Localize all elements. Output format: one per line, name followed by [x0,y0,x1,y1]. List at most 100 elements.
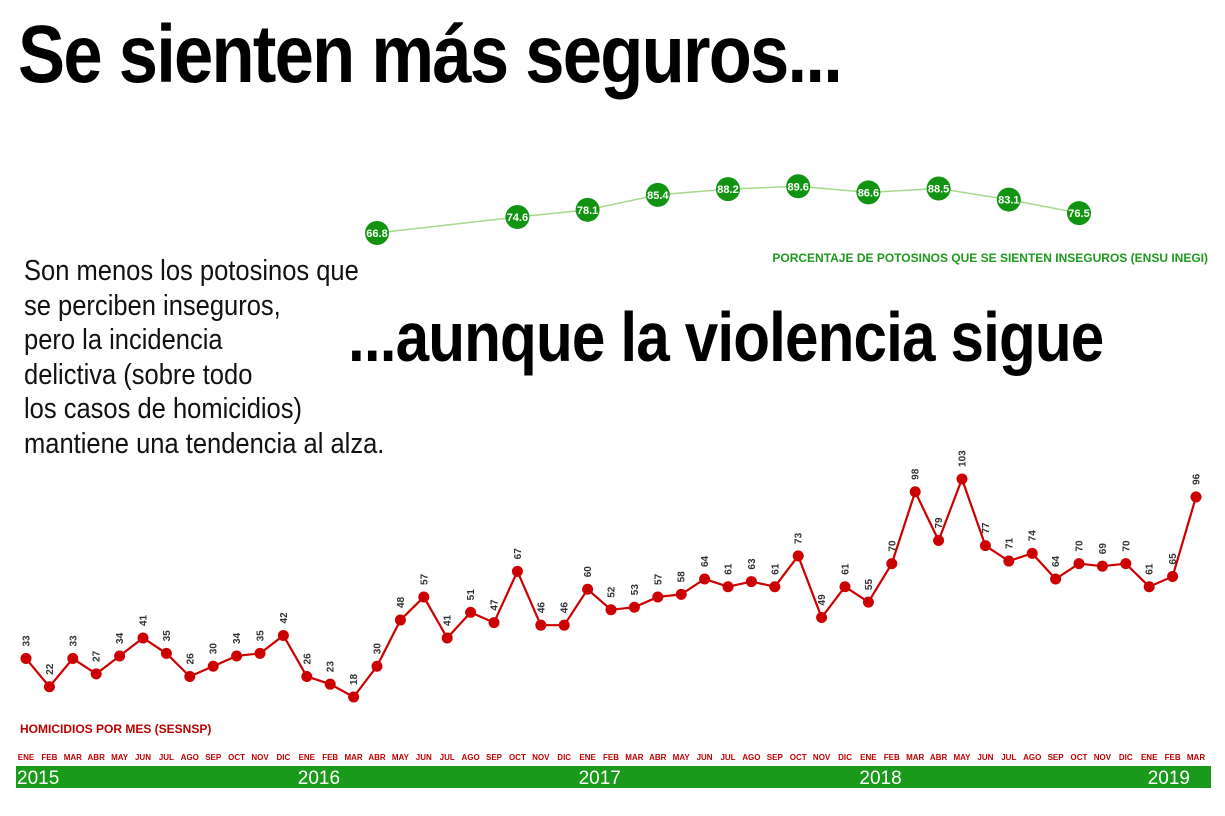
month-tick-label: JUL [440,753,455,762]
homicidios-point [231,650,243,662]
homicidios-point [277,629,289,641]
year-label: 2017 [579,768,621,789]
year-axis: 2015 2016 2017 2018 2019 [17,768,1190,789]
homicidios-point [722,581,734,593]
homicidios-label: 98 [911,468,922,480]
homicidios-label: 61 [724,563,735,575]
month-tick-label: ABR [88,753,106,762]
homicidios-label: 23 [326,661,337,673]
homicidios-point [348,691,360,703]
homicidios-point [839,581,851,593]
month-tick-label: JUL [159,753,174,762]
homicidios-label: 46 [536,602,547,614]
homicidios-label: 65 [1168,553,1179,565]
month-tick-label: NOV [1094,753,1112,762]
homicidios-label: 49 [817,594,828,606]
month-tick-label: ENE [579,753,596,762]
month-tick-label: NOV [813,753,831,762]
homicidios-point [792,550,804,562]
homicidios-point [301,670,313,682]
inseguridad-point [365,221,389,245]
intro-line: Son menos los potosinos que [24,255,359,287]
homicidios-point [114,650,126,662]
homicidios-label: 64 [700,555,711,567]
month-tick-label: MAY [392,753,410,762]
inseguridad-legend: PORCENTAJE DE POTOSINOS QUE SE SIENTEN I… [772,251,1208,265]
homicidios-label: 33 [22,635,33,647]
homicidios-point [254,647,266,659]
month-tick-label: ENE [299,753,316,762]
month-tick-label: FEB [884,753,900,762]
homicidios-point [394,614,406,626]
month-tick-label: OCT [790,753,807,762]
month-tick-label: NOV [251,753,269,762]
homicidios-point [43,681,55,693]
homicidios-label: 47 [490,599,501,611]
month-tick-label: OCT [228,753,245,762]
month-tick-label: MAY [673,753,691,762]
homicidios-point [20,653,32,665]
month-tick-label: SEP [486,753,503,762]
homicidios-label: 96 [1192,473,1203,485]
year-label: 2015 [17,768,59,789]
month-tick-label: JUN [697,753,713,762]
intro-line: delictiva (sobre todo [24,358,253,391]
month-tick-label: MAY [953,753,971,762]
homicidios-point [418,591,430,603]
inseguridad-point [996,187,1021,212]
homicidios-label: 26 [185,653,196,665]
homicidios-point [67,653,79,665]
month-tick-label: JUN [977,753,993,762]
homicidios-label: 61 [1145,563,1156,575]
homicidios-point [1073,558,1085,570]
inseguridad-point [856,180,881,205]
homicidios-label: 103 [958,450,969,467]
inseguridad-point [645,182,670,207]
month-axis: ENE FEB MAR ABR MAY JUN JUL AGO SEP OCT NOV DIC ENE F… [18,753,1206,762]
homicidios-label: 51 [466,589,477,601]
homicidios-label: 22 [45,663,56,675]
month-tick-label: SEP [1048,753,1065,762]
month-tick-label: JUL [1001,753,1016,762]
homicidios-point [699,573,711,585]
inseguridad-label: 74.6 [507,212,528,224]
homicidios-label: 26 [302,653,313,665]
homicidios-label: 61 [841,563,852,575]
homicidios-label: 18 [349,673,360,685]
homicidios-point [816,611,828,623]
inseguridad-label: 83.1 [998,195,1019,207]
homicidios-label: 70 [1075,540,1086,552]
inseguridad-line [376,185,1080,234]
homicidios-point [1120,558,1132,570]
year-band [16,766,1211,788]
month-tick-label: ENE [1141,753,1158,762]
homicidios-point [628,601,640,613]
homicidios-point [184,670,196,682]
homicidios-point [511,565,523,577]
homicidios-point [1190,491,1202,503]
homicidios-label: 58 [677,571,688,583]
month-tick-label: MAY [111,753,129,762]
homicidios-label: 53 [630,584,641,596]
homicidios-point [558,619,570,631]
month-tick-label: FEB [41,753,57,762]
homicidios-point [90,668,102,680]
month-tick-label: AGO [1023,753,1041,762]
homicidios-label: 27 [92,650,103,662]
homicidios-label: 74 [1028,530,1039,542]
homicidios-label: 79 [934,517,945,529]
homicidios-label: 52 [607,586,618,598]
homicidios-point [1050,573,1062,585]
month-tick-label: DIC [838,753,852,762]
inseguridad-label: 85.4 [647,190,669,202]
intro-line: los casos de homicidios) [24,393,303,425]
inseguridad-label: 89.6 [787,181,808,193]
month-tick-label: DIC [557,753,571,762]
homicidios-label: 35 [256,630,267,642]
homicidios-label: 34 [115,632,126,644]
homicidios-label: 70 [887,540,898,552]
year-label: 2016 [298,768,340,789]
intro-line: se perciben inseguros, [24,289,281,322]
month-tick-label: ABR [649,753,667,762]
